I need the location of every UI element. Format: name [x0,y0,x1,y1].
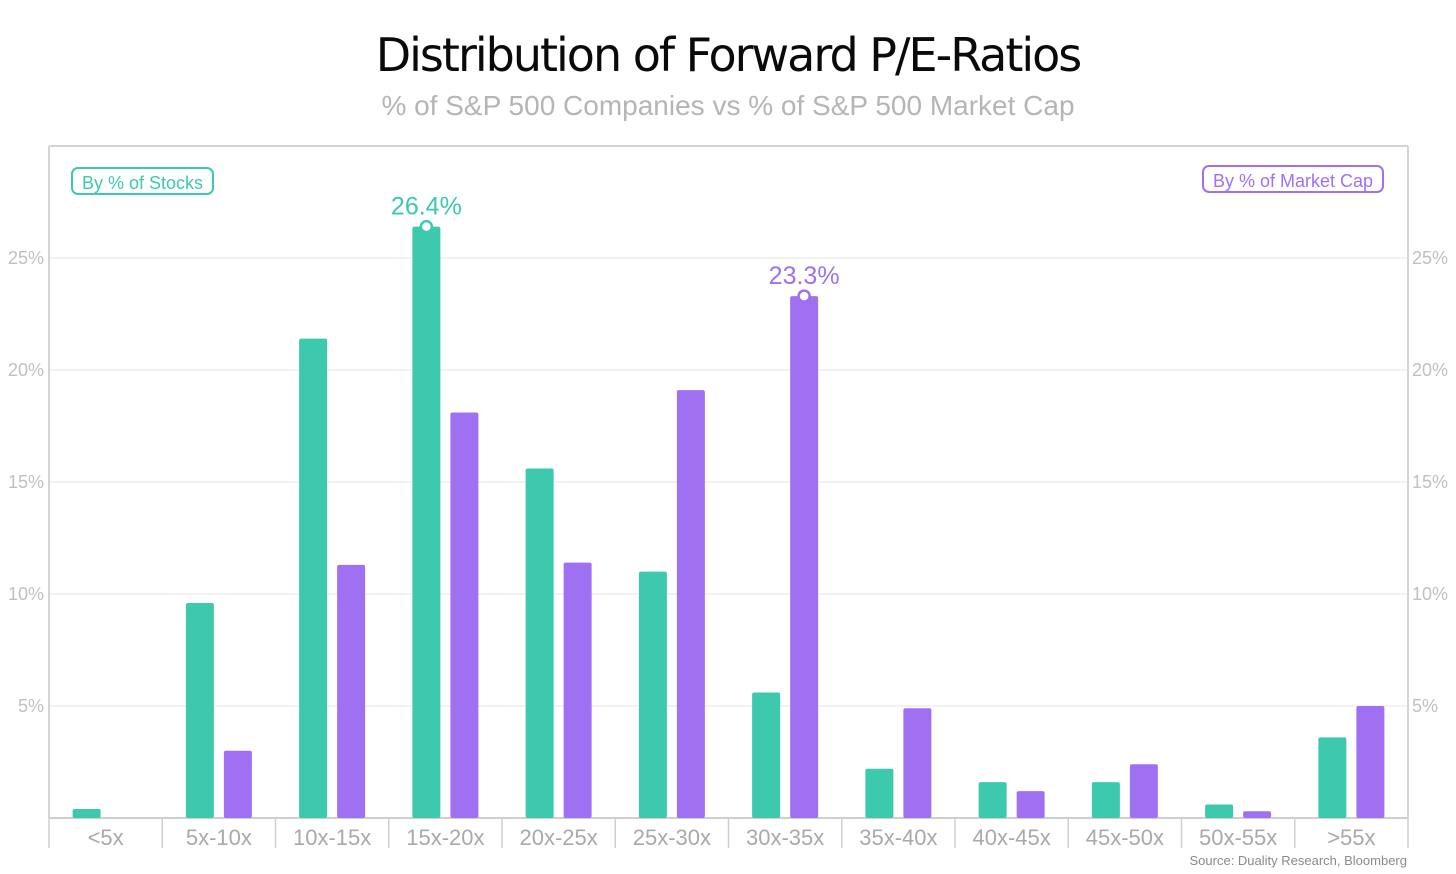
bar-stocks-10x-15x [299,338,328,818]
x-tick-label-10x-15x: 10x-15x [293,825,371,850]
x-tick-label-20x-25x: 20x-25x [519,825,597,850]
bar-market-cap-45x-50x [1129,764,1158,818]
bar-market-cap-20x-25x [563,562,592,818]
x-tick-label-gt55x: >55x [1327,825,1375,850]
bar-stocks-50x-55x [1205,804,1234,818]
x-tick-label-35x-40x: 35x-40x [859,825,937,850]
y-tick-label-left: 10% [8,584,44,604]
y-tick-label-left: 15% [8,472,44,492]
bar-market-cap-50x-55x [1243,811,1272,818]
y-tick-label-left: 25% [8,248,44,268]
y-tick-label-right: 5% [1412,696,1438,716]
chart-subtitle: % of S&P 500 Companies vs % of S&P 500 M… [381,90,1075,121]
bar-stocks-40x-45x [978,782,1007,818]
x-tick-label-50x-55x: 50x-55x [1199,825,1277,850]
peak-marker-market-cap [797,289,811,303]
bar-stocks-30x-35x [752,692,781,818]
bar-stocks-gt55x [1318,737,1347,818]
bar-stocks-5x-10x [185,602,214,818]
y-tick-label-right: 20% [1412,360,1448,380]
legend-market-cap: By % of Market Cap [1201,165,1384,193]
y-tick-label-right: 25% [1412,248,1448,268]
y-tick-label-left: 5% [18,696,44,716]
x-tick-label-lt5x: <5x [88,825,124,850]
x-tick-label-40x-45x: 40x-45x [972,825,1050,850]
bar-market-cap-10x-15x [337,564,366,818]
x-tick-label-30x-35x: 30x-35x [746,825,824,850]
bar-stocks-45x-50x [1091,782,1120,818]
bar-stocks-20x-25x [525,468,554,818]
bar-market-cap-gt55x [1356,706,1385,818]
data-label-market-cap: 23.3% [769,262,840,290]
x-tick-label-45x-50x: 45x-50x [1086,825,1164,850]
bar-stocks-25x-30x [638,571,667,818]
bar-stocks-15x-20x [412,226,441,818]
x-tick-label-25x-30x: 25x-30x [633,825,711,850]
peak-marker-stocks [419,219,434,234]
y-tick-label-left: 20% [8,360,44,380]
bar-market-cap-15x-20x [450,412,479,818]
x-tick-label-15x-20x: 15x-20x [406,825,484,850]
bar-market-cap-30x-35x [790,296,819,819]
y-tick-label-right: 15% [1412,472,1448,492]
data-label-stocks: 26.4% [391,193,462,221]
y-tick-label-right: 10% [1412,584,1448,604]
source-note: Source: Duality Research, Bloomberg [1189,853,1408,868]
bar-stocks-lt5x [72,809,101,818]
bar-stocks-35x-40x [865,768,894,818]
legend-stocks: By % of Stocks [71,167,215,195]
chart-title: Distribution of Forward P/E-Ratios [375,28,1083,82]
bar-market-cap-35x-40x [903,708,932,818]
x-tick-label-5x-10x: 5x-10x [186,825,252,850]
bar-market-cap-40x-45x [1016,791,1045,818]
bar-market-cap-25x-30x [676,390,705,818]
bar-market-cap-5x-10x [223,750,252,818]
